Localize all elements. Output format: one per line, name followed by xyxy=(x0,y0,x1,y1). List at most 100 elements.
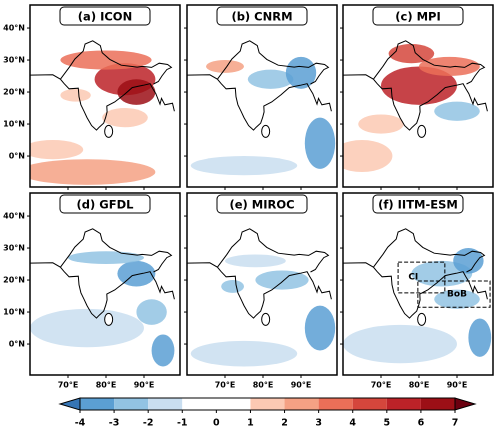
colorbar-segment xyxy=(420,398,455,410)
colorbar-label: -2 xyxy=(143,418,154,429)
shading xyxy=(358,114,404,134)
lon-label: 70°E xyxy=(58,381,79,390)
colorbar-label: 4 xyxy=(349,418,356,429)
coastline xyxy=(30,262,175,319)
shading xyxy=(419,56,480,77)
colorbar-label: 6 xyxy=(418,418,425,429)
shading xyxy=(247,69,294,89)
panel-title: (f) IITM-ESM xyxy=(378,198,458,212)
shading xyxy=(388,44,435,64)
shading xyxy=(221,280,245,293)
lat-label: 10°N xyxy=(3,120,25,129)
colorbar-label: -3 xyxy=(109,418,120,429)
coastline xyxy=(343,262,488,319)
lon-label: 70°E xyxy=(215,381,236,390)
lon-label: 70°E xyxy=(371,381,392,390)
lat-label: 20°N xyxy=(3,88,25,97)
panel-title: (a) ICON xyxy=(78,10,132,24)
colorbar-frame xyxy=(79,397,456,411)
lon-label: 80°E xyxy=(96,381,117,390)
title-box xyxy=(372,6,464,26)
shading xyxy=(206,60,244,73)
shading xyxy=(190,156,298,176)
colorbar-segment xyxy=(250,398,285,410)
title-box xyxy=(216,194,308,214)
colorbar-label: 3 xyxy=(315,418,322,429)
lat-label: 40°N xyxy=(3,24,25,33)
shading xyxy=(434,101,480,121)
colorbar-label: 0 xyxy=(213,418,220,429)
sri-lanka xyxy=(417,312,427,326)
shading xyxy=(468,318,492,357)
shading xyxy=(60,50,152,70)
lon-label: 80°E xyxy=(409,381,430,390)
shading xyxy=(60,88,91,102)
shading xyxy=(304,117,336,169)
colorbar-label: 5 xyxy=(384,418,391,429)
lon-label: 90°E xyxy=(291,381,312,390)
colorbar-segment xyxy=(114,398,149,410)
colorbar-segment xyxy=(352,398,387,410)
coastline xyxy=(30,74,175,131)
shading xyxy=(285,56,317,89)
shading xyxy=(151,334,175,367)
panel-frame xyxy=(29,192,181,376)
colorbar-segment xyxy=(216,398,251,410)
map-panel xyxy=(187,193,337,375)
title-box xyxy=(59,194,151,214)
panel-title: (b) CNRM xyxy=(231,10,292,24)
shading xyxy=(102,108,148,128)
sri-lanka xyxy=(417,124,427,138)
sri-lanka xyxy=(261,124,271,138)
sri-lanka xyxy=(104,124,114,138)
shading xyxy=(117,260,156,287)
region-label: BoB xyxy=(447,289,467,299)
coastline xyxy=(187,262,332,319)
title-box xyxy=(59,6,151,26)
shading xyxy=(343,140,393,173)
shading xyxy=(30,140,84,160)
title-box xyxy=(372,194,464,214)
shading xyxy=(343,324,457,364)
panel-title: (c) MPI xyxy=(395,10,440,24)
colorbar-label: -1 xyxy=(177,418,188,429)
colorbar-segment xyxy=(284,398,319,410)
shading xyxy=(30,308,144,348)
shading xyxy=(381,66,457,105)
colorbar-segment xyxy=(80,398,115,410)
colorbar-label: 1 xyxy=(247,418,254,429)
shading xyxy=(136,299,167,325)
colorbar-label: -4 xyxy=(75,418,86,429)
region-label: CI xyxy=(408,272,418,282)
shading xyxy=(304,305,336,351)
region-box xyxy=(417,280,491,308)
title-box xyxy=(216,6,308,26)
map-panel xyxy=(30,5,180,187)
map-panel xyxy=(30,193,180,375)
sri-lanka xyxy=(261,312,271,326)
shading xyxy=(190,340,298,367)
border xyxy=(59,228,173,273)
colorbar-over xyxy=(454,397,477,411)
shading xyxy=(117,79,156,105)
colorbar-segment xyxy=(148,398,183,410)
panel-frame xyxy=(342,192,494,376)
region-box xyxy=(397,261,446,294)
lat-label: 40°N xyxy=(3,212,25,221)
panel-frame xyxy=(186,4,338,188)
border xyxy=(59,40,173,85)
shading xyxy=(68,251,144,265)
lon-label: 90°E xyxy=(447,381,468,390)
panel-frame xyxy=(29,4,181,188)
lat-label: 20°N xyxy=(3,276,25,285)
colorbar-label: 7 xyxy=(452,418,459,429)
lon-label: 80°E xyxy=(253,381,274,390)
panel-title: (d) GFDL xyxy=(77,198,135,212)
border xyxy=(216,228,330,273)
panel-title: (e) MIROC xyxy=(229,198,294,212)
panel-frame xyxy=(186,192,338,376)
coastline xyxy=(187,74,332,131)
border xyxy=(216,40,330,85)
lon-label: 90°E xyxy=(134,381,155,390)
